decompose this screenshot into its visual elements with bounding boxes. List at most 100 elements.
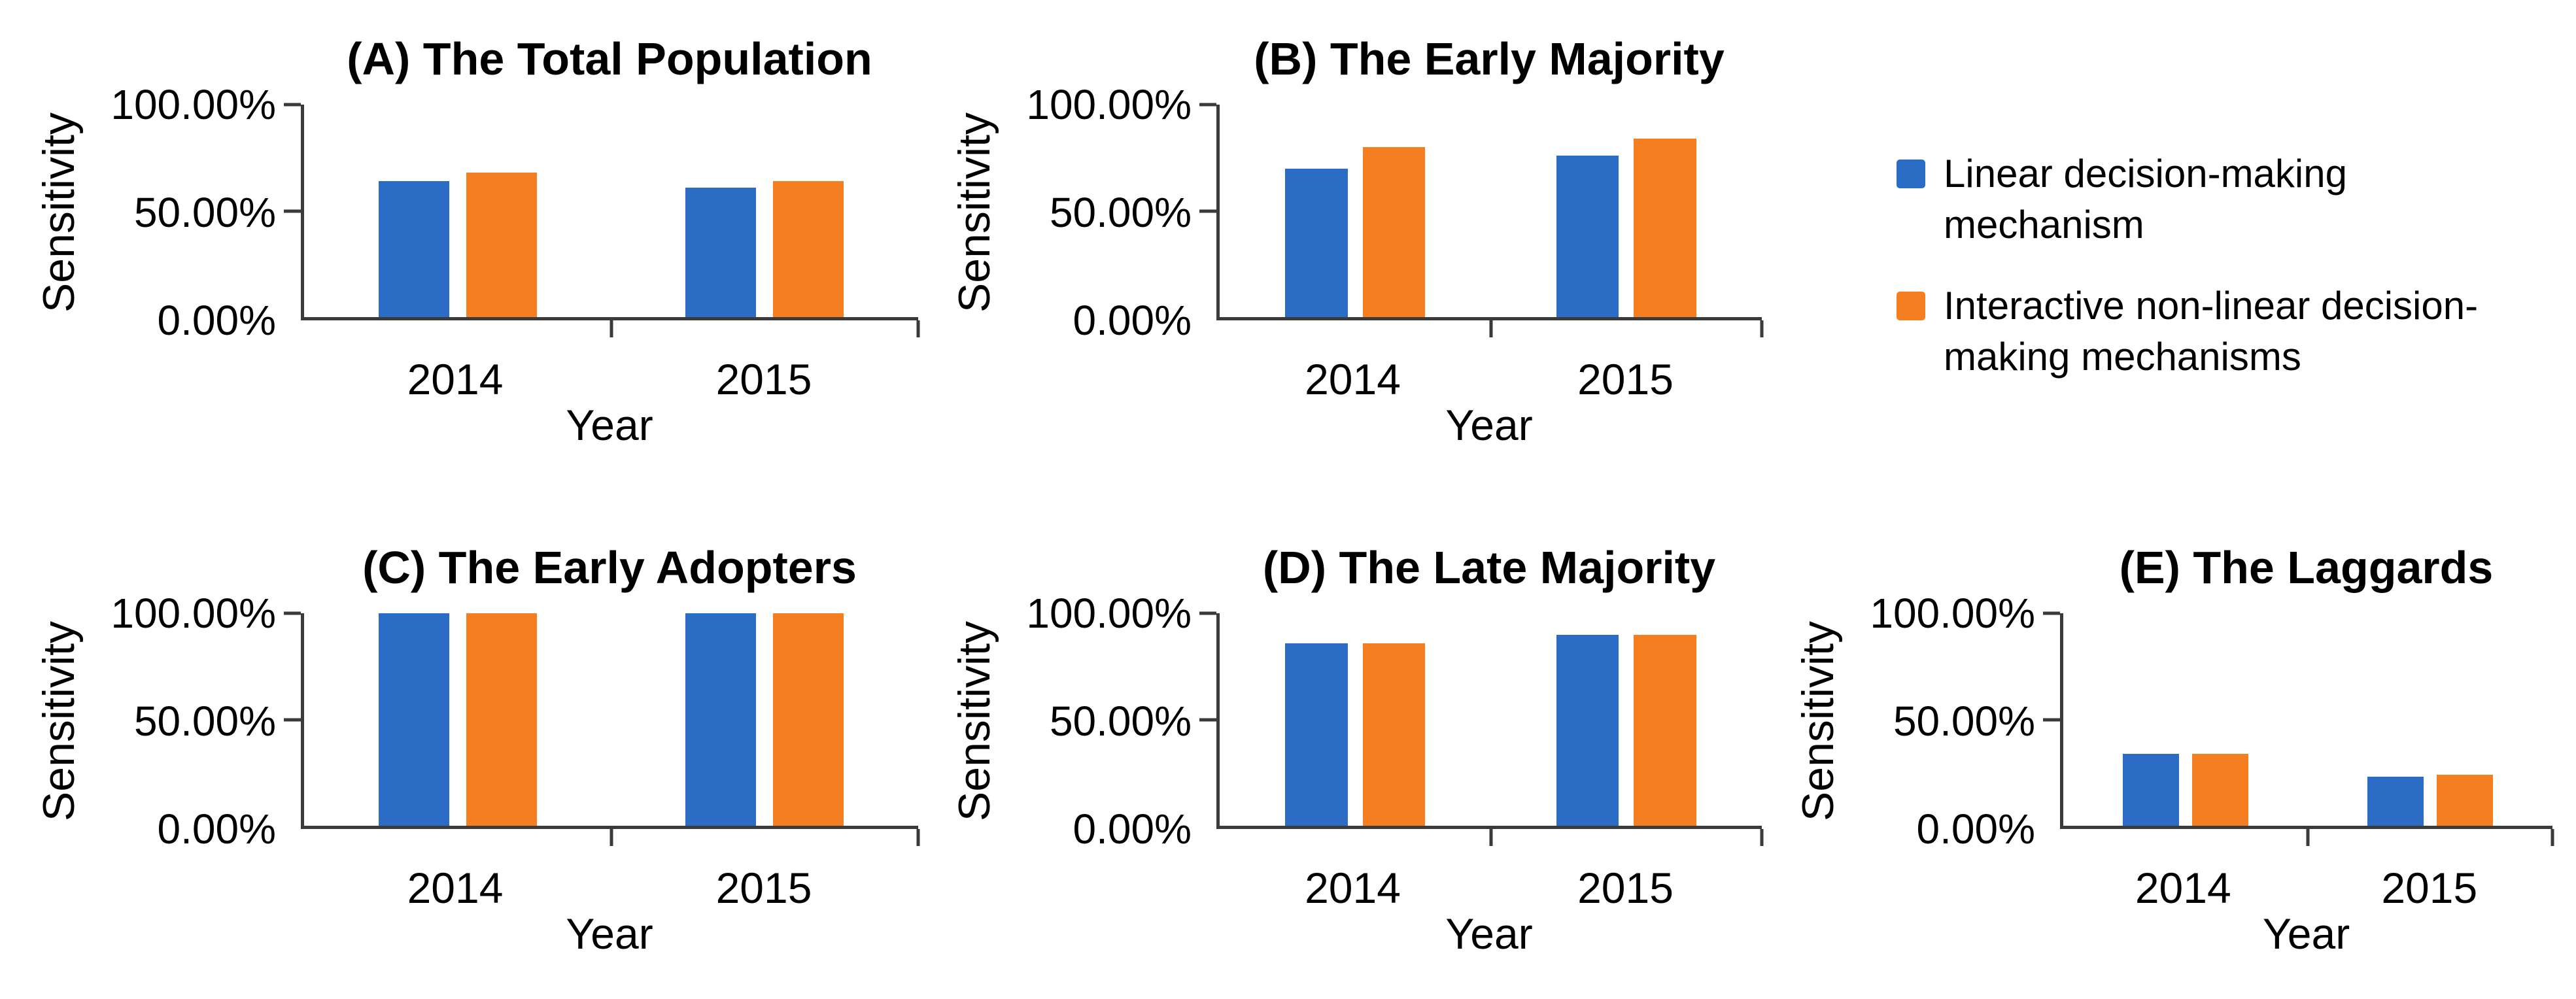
y-tick-label: 50.00%	[1893, 698, 2035, 745]
y-axis-tick-mark	[1199, 611, 1216, 615]
plot-area	[284, 103, 920, 337]
y-axis-tick-mark	[2043, 718, 2060, 721]
x-tick-label-2014: 2014	[1305, 355, 1401, 403]
y-tick-label: 50.00%	[133, 698, 276, 745]
x-tick-label-2015: 2015	[715, 864, 812, 912]
bar-interactive-2015	[1634, 139, 1696, 317]
y-tick-label: 100.00%	[1026, 81, 1192, 128]
y-axis-tick-labels: 100.00% 50.00% 0.00%	[1007, 590, 1216, 853]
y-tick-label: 0.00%	[1916, 805, 2035, 853]
bar-linear-2015	[1556, 634, 1619, 826]
bar-chart-panel: (B) The Early Majority Sensitivity 100.0…	[942, 8, 1764, 458]
panel-a-cell: (A) The Total Population Sensitivity 100…	[26, 0, 942, 497]
plot-area	[1199, 103, 1764, 337]
chart-title: (B) The Early Majority	[1254, 33, 1725, 84]
x-axis-title: Year	[566, 909, 653, 958]
bar-interactive-2014	[1362, 643, 1426, 826]
y-axis-title: Sensitivity	[950, 620, 999, 822]
legend-label-linear: Linear decision-making mechanism	[1944, 152, 2347, 246]
panel-c-cell: (C) The Early Adopters Sensitivity 100.0…	[26, 497, 942, 999]
legend-item-linear: Linear decision-making mechanism	[1897, 148, 2552, 250]
x-tick-label-2014: 2014	[1305, 864, 1401, 912]
y-axis-tick-mark	[1199, 718, 1216, 721]
chart-legend: Linear decision-making mechanism Interac…	[1785, 8, 2552, 382]
y-axis-title: Sensitivity	[1793, 620, 1843, 822]
y-tick-label: 50.00%	[1049, 698, 1192, 745]
y-axis-tick-labels: 100.00% 50.00% 0.00%	[1007, 81, 1216, 344]
legend-label-interactive: Interactive non-linear decision-making m…	[1944, 284, 2479, 379]
bar-linear-2014	[378, 181, 449, 317]
bar-chart-panel: (C) The Early Adopters Sensitivity 100.0…	[26, 516, 920, 966]
panel-d-cell: (D) The Late Majority Sensitivity 100.00…	[942, 497, 1785, 999]
legend-item-interactive: Interactive non-linear decision-making m…	[1897, 280, 2552, 382]
bar-interactive-2015	[773, 613, 844, 826]
bar-interactive-2014	[1362, 147, 1426, 317]
x-tick-label-2015: 2015	[1577, 864, 1674, 912]
y-tick-label: 0.00%	[157, 805, 276, 853]
x-axis-title: Year	[1445, 401, 1533, 449]
y-axis-tick-mark	[2043, 611, 2060, 615]
y-tick-label: 0.00%	[1073, 805, 1192, 853]
y-axis-tick-mark	[284, 718, 301, 721]
chart-title: (C) The Early Adopters	[362, 542, 857, 593]
bar-linear-2014	[1285, 168, 1348, 317]
bar-interactive-2015	[773, 181, 844, 317]
x-axis-tick-mark	[610, 829, 613, 846]
bar-chart-panel: (A) The Total Population Sensitivity 100…	[26, 8, 920, 458]
chart-title: (E) The Laggards	[2119, 542, 2494, 593]
x-axis-tick-mark	[1760, 320, 1764, 337]
bar-interactive-2014	[466, 613, 537, 826]
x-tick-label-2014: 2014	[2135, 864, 2231, 912]
bar-interactive-2014	[2192, 753, 2249, 826]
y-axis-tick-mark	[1199, 209, 1216, 212]
y-axis-tick-mark	[284, 209, 301, 212]
x-axis-title: Year	[1445, 909, 1533, 958]
legend-swatch-linear	[1897, 160, 1925, 188]
x-tick-label-2015: 2015	[1577, 355, 1674, 403]
y-axis-tick-mark	[284, 611, 301, 615]
x-axis-title: Year	[2262, 909, 2350, 958]
y-axis-title: Sensitivity	[950, 112, 999, 313]
y-axis-title: Sensitivity	[34, 620, 84, 822]
bar-linear-2015	[685, 613, 757, 826]
plot-area	[2043, 611, 2554, 846]
x-tick-label-2014: 2014	[407, 864, 504, 912]
y-axis-title: Sensitivity	[34, 112, 84, 313]
y-tick-label: 0.00%	[157, 297, 276, 344]
legend-swatch-interactive	[1897, 292, 1925, 320]
x-tick-label-2014: 2014	[407, 355, 504, 403]
legend-cell: Linear decision-making mechanism Interac…	[1785, 0, 2576, 497]
x-axis-tick-mark	[1489, 829, 1492, 846]
bar-chart-panel: (E) The Laggards Sensitivity 100.00% 50.0…	[1785, 516, 2554, 966]
y-tick-label: 100.00%	[1870, 590, 2035, 637]
bar-linear-2015	[685, 187, 757, 317]
x-axis-tick-labels: 2014 2015	[1216, 829, 1762, 912]
y-tick-label: 0.00%	[1073, 297, 1192, 344]
y-axis-tick-labels: 100.00% 50.00% 0.00%	[1851, 590, 2060, 853]
x-axis-tick-labels: 2014 2015	[1216, 320, 1762, 403]
x-tick-label-2015: 2015	[2381, 864, 2478, 912]
bar-interactive-2015	[2437, 775, 2494, 826]
x-axis-tick-mark	[610, 320, 613, 337]
chart-title: (D) The Late Majority	[1262, 542, 1716, 593]
bar-linear-2014	[378, 613, 449, 826]
x-axis-tick-mark	[2306, 829, 2310, 846]
x-axis-tick-labels: 2014 2015	[301, 829, 918, 912]
y-tick-label: 100.00%	[1026, 590, 1192, 637]
bar-linear-2015	[2367, 777, 2424, 826]
x-axis-tick-mark	[2550, 829, 2554, 846]
y-tick-label: 100.00%	[111, 590, 276, 637]
x-axis-tick-labels: 2014 2015	[2060, 829, 2552, 912]
bar-interactive-2014	[466, 173, 537, 317]
plot-area	[1199, 611, 1764, 846]
y-tick-label: 100.00%	[111, 81, 276, 128]
y-axis-tick-mark	[284, 103, 301, 107]
panel-e-cell: (E) The Laggards Sensitivity 100.00% 50.0…	[1785, 497, 2576, 999]
bar-linear-2015	[1556, 156, 1619, 317]
y-axis-tick-mark	[1199, 103, 1216, 107]
x-axis-tick-mark	[916, 829, 920, 846]
panel-b-cell: (B) The Early Majority Sensitivity 100.0…	[942, 0, 1785, 497]
y-tick-label: 50.00%	[133, 189, 276, 236]
x-axis-tick-mark	[1489, 320, 1492, 337]
